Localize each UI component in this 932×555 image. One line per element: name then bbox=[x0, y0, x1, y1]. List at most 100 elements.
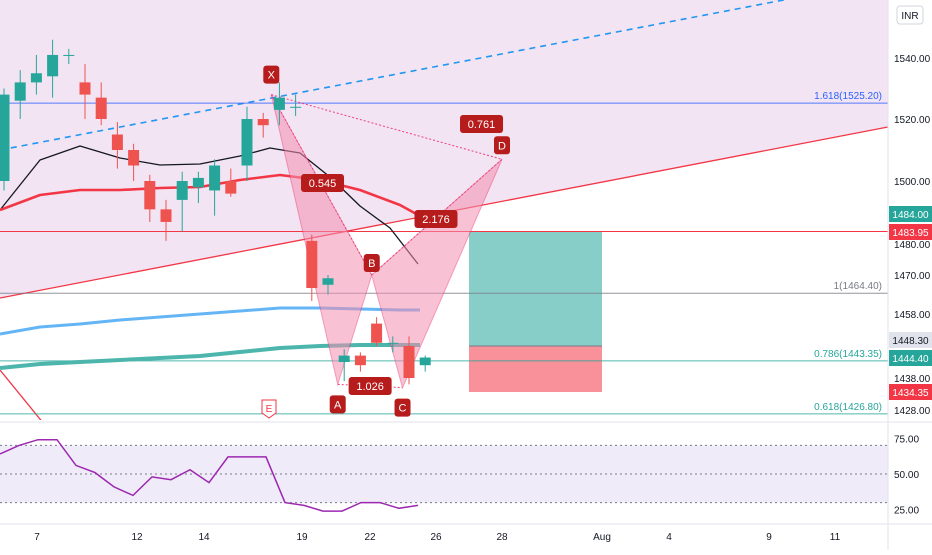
price-tick-label: 1438.00 bbox=[894, 374, 931, 385]
price-tag-label: 1434.35 bbox=[892, 388, 929, 399]
price-tag-bg bbox=[889, 224, 932, 240]
fib-level-label: 0.786(1443.35) bbox=[814, 349, 882, 360]
price-tick-label: 1458.00 bbox=[894, 310, 931, 321]
target-zone bbox=[469, 232, 602, 346]
currency-box[interactable] bbox=[896, 5, 924, 25]
candle-body bbox=[371, 323, 383, 343]
price-tick-label: 1470.00 bbox=[894, 271, 931, 282]
moving-averages bbox=[0, 145, 421, 370]
price-tag-bg bbox=[889, 206, 932, 222]
price-tag-label: 1448.30 bbox=[892, 336, 929, 347]
candle-body bbox=[111, 134, 123, 150]
candle-body bbox=[306, 240, 318, 288]
price-tag-label: 1483.95 bbox=[892, 228, 929, 239]
candle-body bbox=[257, 119, 269, 126]
candle-body bbox=[241, 119, 253, 166]
fib-level-label: 1.618(1525.20) bbox=[814, 91, 882, 102]
time-axis[interactable]: 7 12 14 19 22 26 28 Aug 4 9 11 bbox=[34, 532, 840, 543]
pattern-point-c: C bbox=[399, 403, 407, 415]
ratio-label-ab: 0.545 bbox=[309, 178, 337, 190]
descending-line bbox=[0, 369, 42, 420]
candle-body bbox=[338, 355, 350, 362]
ratio-label-xb: 0.761 bbox=[468, 119, 496, 131]
time-tick-label: 7 bbox=[34, 532, 40, 543]
time-tick-label: 28 bbox=[496, 532, 508, 543]
ratio-label-bc: 1.026 bbox=[356, 381, 384, 393]
pattern-point-x: X bbox=[268, 70, 276, 82]
candle-body bbox=[273, 97, 285, 110]
time-tick-label: 26 bbox=[430, 532, 442, 543]
ratio-label-xb-bg bbox=[460, 115, 504, 133]
time-tick-label: 22 bbox=[364, 532, 376, 543]
candle-body bbox=[14, 82, 26, 101]
price-axis[interactable]: 1540.00 1520.00 1500.00 1480.00 1470.00 1458.… bbox=[894, 54, 931, 417]
ratio-label-cd: 2.176 bbox=[422, 214, 450, 226]
stop-zone bbox=[469, 346, 602, 392]
price-tag-label: 1444.40 bbox=[892, 354, 929, 365]
pattern-labels: X A B C D0.761 0.545 1.026 2.176 E bbox=[261, 65, 510, 419]
pattern-point-a: A bbox=[334, 399, 342, 411]
event-marker-shape bbox=[261, 399, 277, 419]
rsi-tick-label: 50.00 bbox=[894, 470, 919, 481]
candle-body bbox=[419, 357, 431, 366]
price-tag-bg bbox=[889, 332, 932, 348]
channel-shade bbox=[0, 0, 888, 298]
pattern-point-c-bg bbox=[394, 398, 411, 417]
candle-body bbox=[144, 181, 156, 210]
candle-body bbox=[63, 54, 75, 56]
pattern-point-d-bg bbox=[494, 136, 510, 155]
event-marker-label: E bbox=[266, 404, 273, 415]
currency-label: INR bbox=[901, 11, 918, 22]
price-tag-label: 1484.00 bbox=[892, 210, 929, 221]
time-tick-label: Aug bbox=[593, 532, 611, 543]
moving-average-line bbox=[0, 306, 420, 336]
time-tick-label: 4 bbox=[666, 532, 672, 543]
ratio-label-cd-bg bbox=[414, 210, 458, 228]
candle-body bbox=[322, 278, 334, 285]
candle-body bbox=[209, 165, 221, 191]
candle-body bbox=[192, 177, 204, 188]
candle-body bbox=[95, 97, 107, 119]
rsi-axis: 75.00 50.00 25.00 bbox=[894, 434, 919, 516]
candle-body bbox=[403, 346, 415, 378]
candle-body bbox=[0, 94, 10, 181]
price-tag-bg bbox=[889, 350, 932, 366]
price-tags: 1484.00 1483.95 1448.30 1444.40 1434.35 bbox=[889, 206, 932, 400]
pattern-point-d: D bbox=[498, 140, 506, 152]
candle-body bbox=[160, 209, 172, 222]
price-tick-label: 1480.00 bbox=[894, 240, 931, 251]
pattern-point-a-bg bbox=[329, 395, 346, 414]
candle-body bbox=[225, 181, 237, 194]
candle-body bbox=[47, 54, 59, 77]
pattern-point-b: B bbox=[368, 258, 375, 270]
price-tick-label: 1500.00 bbox=[894, 177, 931, 188]
channel-upper-line bbox=[0, 0, 788, 151]
price-tag-bg bbox=[889, 384, 932, 400]
price-tick-label: 1540.00 bbox=[894, 54, 931, 65]
candle-body bbox=[30, 73, 42, 83]
candle-body bbox=[354, 355, 366, 366]
rsi-pane bbox=[0, 438, 888, 512]
candle-body bbox=[128, 150, 140, 166]
time-tick-label: 11 bbox=[830, 532, 841, 543]
fib-level-label: 0.618(1426.80) bbox=[814, 402, 882, 413]
rsi-tick-label: 75.00 bbox=[894, 434, 919, 445]
time-tick-label: 9 bbox=[766, 532, 772, 543]
price-tick-label: 1428.00 bbox=[894, 406, 931, 417]
pattern-point-b-bg bbox=[363, 254, 380, 272]
time-tick-label: 19 bbox=[296, 532, 308, 543]
moving-average-line bbox=[0, 145, 419, 265]
price-tick-label: 1520.00 bbox=[894, 115, 931, 126]
candle-body bbox=[79, 82, 91, 95]
rsi-band bbox=[0, 445, 888, 503]
time-tick-label: 12 bbox=[131, 532, 143, 543]
fib-level-label: 1(1464.40) bbox=[834, 281, 882, 292]
candles bbox=[0, 39, 431, 385]
time-tick-label: 14 bbox=[198, 532, 210, 543]
candle-body bbox=[176, 181, 188, 200]
pattern-xb-line bbox=[270, 94, 373, 276]
pattern-point-x-bg bbox=[263, 65, 280, 84]
candle-body bbox=[387, 342, 399, 344]
